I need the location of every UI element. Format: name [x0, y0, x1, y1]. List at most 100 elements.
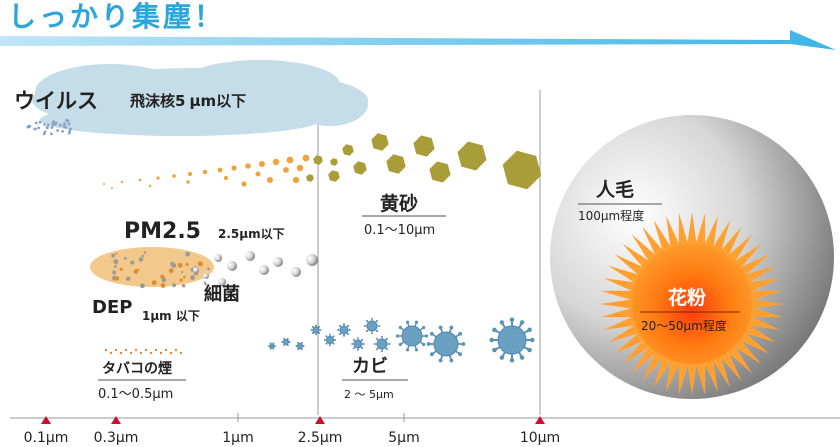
tobacco-label: タバコの煙 [102, 360, 172, 377]
pm25-dot [120, 268, 123, 271]
virus-dot [56, 129, 59, 132]
virus-dot [44, 131, 47, 134]
sand-particle [330, 158, 338, 166]
pm25-dot [114, 265, 117, 268]
bacteria-label: 細菌 [204, 283, 240, 305]
dep-note: 1μm 以下 [142, 309, 200, 323]
fine-particle [188, 172, 192, 176]
tobacco-dot [180, 352, 182, 354]
pm25-dot [139, 257, 144, 262]
axis-marker-triangle [535, 416, 545, 424]
fine-particle [241, 181, 246, 186]
size-arrow [0, 30, 836, 50]
tobacco-dot [175, 349, 177, 351]
fine-particle [172, 174, 176, 178]
mold-spore [364, 318, 381, 335]
tobacco-dot [170, 352, 172, 354]
fine-particle [287, 157, 294, 164]
pm25-dot [130, 261, 134, 265]
virus-dot [35, 122, 38, 125]
virus-dot [39, 121, 42, 124]
pm25-dot [207, 267, 210, 270]
mold-spore [337, 323, 351, 337]
fine-particle [231, 165, 236, 170]
bacteria-sphere [193, 267, 199, 273]
axis-marker-triangle [111, 416, 121, 424]
mold-spore [489, 317, 534, 362]
pm25-dot [161, 283, 166, 288]
pm25-dot [142, 255, 144, 257]
tobacco-dot [120, 352, 122, 354]
yellow-sand-range: 0.1〜10μm [364, 223, 435, 238]
pm25-note: 2.5μm以下 [218, 227, 285, 241]
fine-particle [218, 168, 223, 173]
fine-particle [245, 163, 251, 169]
axis-tick-label: 0.1μm [24, 430, 69, 446]
fine-particle [283, 167, 289, 173]
pm25-dot [198, 261, 203, 266]
axis-marker-triangle [315, 416, 325, 424]
mold-spore [351, 337, 365, 351]
tobacco-dot [160, 352, 162, 354]
pollen-range: 20〜50μm程度 [641, 318, 727, 333]
axis-tick-label: 5μm [388, 430, 419, 446]
fine-particle [224, 176, 228, 180]
sand-particle [413, 135, 434, 156]
virus-label: ウイルス [14, 89, 98, 113]
virus-dot [61, 130, 64, 133]
pm25-dot [126, 277, 130, 281]
pm25-dot [185, 252, 190, 257]
pm25-dot [180, 279, 183, 282]
mold-spore [427, 326, 466, 363]
mold-spore [295, 342, 304, 350]
tobacco-dot [115, 349, 117, 351]
pm25-dot [140, 283, 145, 288]
tobacco-dot [145, 349, 147, 351]
axis-tick-label: 10μm [520, 430, 560, 446]
virus-dot [52, 120, 55, 123]
sand-particle [353, 161, 367, 175]
sand-particle [328, 170, 340, 182]
pollen-label: 花粉 [668, 286, 706, 309]
sand-particle [313, 155, 323, 165]
virus-dot [63, 122, 66, 125]
sand-particle [503, 151, 542, 190]
fine-particle [121, 181, 123, 183]
mold-spore [268, 343, 276, 350]
tobacco-dot [155, 349, 157, 351]
tobacco-dot [110, 352, 112, 354]
axis-marker-triangle [41, 416, 51, 424]
virus-dot [37, 127, 40, 130]
virus-dot [64, 126, 67, 129]
hair-label: 人毛 [596, 179, 634, 201]
virus-dot [68, 130, 71, 133]
pm25-dot [178, 263, 183, 268]
mold-particles [268, 317, 534, 362]
pm25-dot [186, 263, 189, 266]
bacteria-sphere [306, 254, 318, 266]
tobacco-particles [105, 349, 182, 354]
pm25-dot [115, 276, 120, 281]
pm25-dot [172, 283, 176, 287]
axis-tick-label: 1μm [222, 430, 253, 446]
tobacco-dot [165, 349, 167, 351]
sand-particle [342, 144, 354, 156]
dep-label: DEP [92, 297, 132, 318]
tobacco-dot [150, 352, 152, 354]
virus-dot [34, 128, 37, 131]
fine-particle [139, 179, 142, 182]
pm25-dot [190, 275, 195, 280]
fine-particle [149, 185, 152, 188]
mold-spore [374, 336, 391, 353]
tobacco-dot [105, 349, 107, 351]
tobacco-dot [130, 352, 132, 354]
fine-particle [186, 180, 189, 183]
axis-tick-label: 0.3μm [94, 430, 139, 446]
sand-particle [458, 142, 487, 171]
pm25-dot [144, 251, 146, 253]
mold-label: カビ [352, 356, 388, 377]
fine-particle [111, 187, 113, 189]
bacteria-sphere [291, 267, 301, 277]
fine-particle [156, 176, 159, 179]
mold-spore [324, 334, 336, 346]
